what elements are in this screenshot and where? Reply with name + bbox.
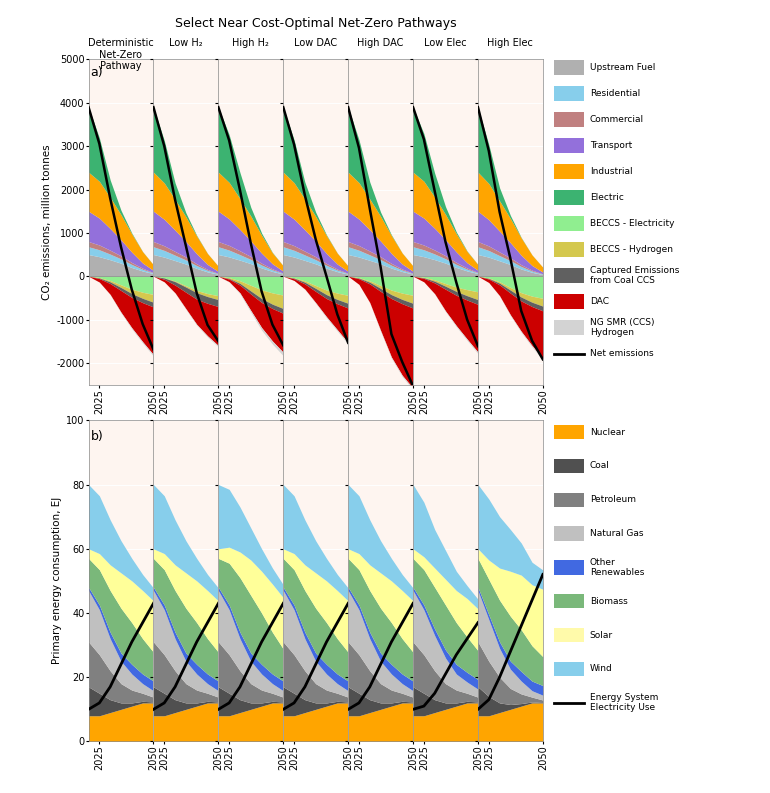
Text: High H₂: High H₂ (233, 38, 270, 48)
Text: Biomass: Biomass (590, 596, 628, 606)
Text: Solar: Solar (590, 630, 613, 639)
Text: NG SMR (CCS)
Hydrogen: NG SMR (CCS) Hydrogen (590, 318, 654, 337)
Text: Select Near Cost-Optimal Net-Zero Pathways: Select Near Cost-Optimal Net-Zero Pathwa… (175, 17, 457, 30)
Text: Upstream Fuel: Upstream Fuel (590, 63, 655, 72)
Text: High Elec: High Elec (487, 38, 534, 48)
Text: Natural Gas: Natural Gas (590, 529, 643, 538)
Text: Commercial: Commercial (590, 115, 644, 124)
Text: Other
Renewables: Other Renewables (590, 557, 644, 577)
Text: Low DAC: Low DAC (294, 38, 337, 48)
Text: High DAC: High DAC (357, 38, 403, 48)
Text: BECCS - Electricity: BECCS - Electricity (590, 219, 675, 228)
Text: Low H₂: Low H₂ (169, 38, 203, 48)
Text: Coal: Coal (590, 462, 610, 470)
Text: DAC: DAC (590, 297, 609, 306)
Text: Energy System
Electricity Use: Energy System Electricity Use (590, 693, 658, 712)
Text: Deterministic
Net-Zero
Pathway: Deterministic Net-Zero Pathway (88, 38, 154, 71)
Text: Nuclear: Nuclear (590, 427, 624, 437)
Y-axis label: Primary energy consumption, EJ: Primary energy consumption, EJ (52, 497, 62, 665)
Y-axis label: CO₂ emissions, million tonnes: CO₂ emissions, million tonnes (42, 144, 52, 300)
Text: Captured Emissions
from Coal CCS: Captured Emissions from Coal CCS (590, 266, 679, 285)
Text: a): a) (91, 66, 103, 79)
Text: Residential: Residential (590, 89, 640, 98)
Text: Electric: Electric (590, 193, 624, 202)
Text: b): b) (91, 430, 103, 443)
Text: BECCS - Hydrogen: BECCS - Hydrogen (590, 245, 673, 254)
Text: Net emissions: Net emissions (590, 349, 654, 358)
Text: Wind: Wind (590, 665, 613, 673)
Text: Transport: Transport (590, 141, 632, 150)
Text: Low Elec: Low Elec (424, 38, 467, 48)
Text: Petroleum: Petroleum (590, 496, 636, 504)
Text: Industrial: Industrial (590, 167, 632, 176)
